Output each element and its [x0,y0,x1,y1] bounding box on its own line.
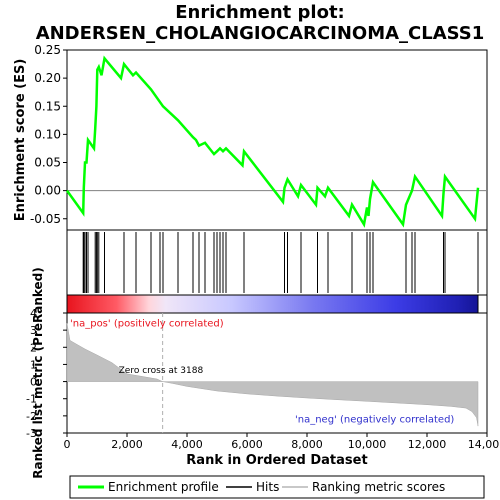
hits-panel [67,230,487,313]
xtick-label: 4,000 [171,438,203,451]
hits-area [67,230,487,295]
es-ytick-label: 0.15 [34,99,61,113]
es-ytick-label: 0.10 [34,127,61,141]
na-pos-label: 'na_pos' (positively correlated) [70,319,224,330]
x-axis-label: Rank in Ordered Dataset [186,453,367,468]
xtick-label: 2,000 [111,438,143,451]
xtick-label: 14,000 [468,438,500,451]
legend-label: Hits [256,480,279,494]
es-ytick-label: -0.05 [30,212,61,226]
legend-label: Ranking metric scores [312,480,445,494]
legend: Enrichment profile Hits Ranking metric sco… [70,476,484,498]
zero-cross-label: Zero cross at 3188 [119,366,204,376]
xtick-label: 8,000 [291,438,323,451]
es-plot-area [67,50,487,230]
es-ytick-label: 0.25 [34,43,61,57]
chart-subtitle: ANDERSEN_CHOLANGIOCARCINOMA_CLASS1 [36,23,485,44]
correlation-colorbar [67,295,478,313]
es-ytick-label: 0.20 [34,71,61,85]
xtick-label: 12,000 [408,438,447,451]
xtick-label: 0 [64,438,71,451]
chart-title: Enrichment plot: [175,2,345,23]
es-ytick-label: 0.00 [34,184,61,198]
legend-label: Enrichment profile [108,480,219,494]
es-ytick-label: 0.05 [34,156,61,170]
enrichment-panel: -0.05 0.00 0.05 0.10 0.15 0.20 0.25 Enrichment … [13,43,487,230]
na-neg-label: 'na_neg' (negatively correlated) [295,415,454,426]
es-ylabel: Enrichment score (ES) [13,59,28,222]
metric-ylabel: Ranked list metric (PreRanked) [31,267,45,479]
xtick-label: 10,000 [348,438,387,451]
xtick-label: 6,000 [231,438,263,451]
